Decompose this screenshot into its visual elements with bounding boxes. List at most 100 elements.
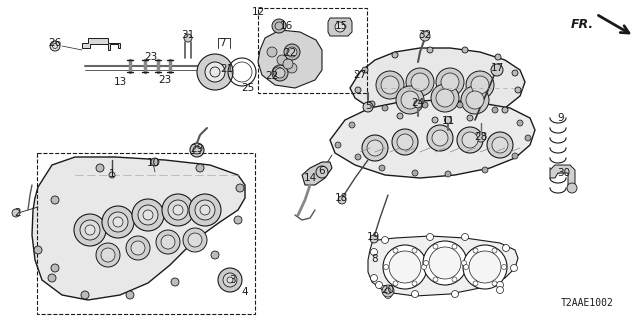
Circle shape (189, 194, 221, 226)
Text: 29: 29 (190, 144, 204, 154)
Circle shape (476, 132, 486, 142)
Circle shape (126, 236, 150, 260)
Text: 25: 25 (241, 83, 255, 93)
Circle shape (441, 73, 459, 91)
Circle shape (422, 102, 428, 108)
Circle shape (183, 228, 207, 252)
Text: 15: 15 (334, 21, 348, 31)
Circle shape (431, 84, 459, 112)
Circle shape (223, 273, 237, 287)
Text: 6: 6 (319, 166, 325, 176)
Circle shape (234, 216, 242, 224)
Circle shape (511, 265, 518, 271)
Circle shape (272, 65, 288, 81)
Circle shape (376, 71, 404, 99)
Circle shape (362, 135, 388, 161)
Bar (37, 153, 255, 314)
Polygon shape (32, 157, 245, 300)
Circle shape (461, 234, 468, 241)
Circle shape (267, 47, 277, 57)
Circle shape (497, 286, 504, 293)
Text: 30: 30 (557, 168, 571, 178)
Circle shape (422, 265, 426, 269)
Circle shape (492, 248, 497, 253)
Circle shape (383, 245, 427, 289)
Circle shape (436, 89, 454, 107)
Polygon shape (368, 236, 518, 296)
Circle shape (385, 292, 392, 299)
Text: 5: 5 (365, 101, 371, 111)
Circle shape (236, 184, 244, 192)
Circle shape (462, 47, 468, 53)
Circle shape (51, 264, 59, 272)
Circle shape (469, 251, 501, 283)
Circle shape (338, 196, 346, 204)
Circle shape (218, 268, 242, 292)
Circle shape (96, 164, 104, 172)
Text: 10: 10 (147, 158, 159, 168)
Circle shape (382, 105, 388, 111)
Circle shape (392, 52, 398, 58)
Text: T2AAE1002: T2AAE1002 (561, 298, 614, 308)
Circle shape (138, 205, 158, 225)
Circle shape (184, 34, 192, 42)
Text: 7: 7 (219, 38, 225, 48)
Circle shape (168, 200, 188, 220)
Circle shape (200, 205, 210, 215)
Circle shape (567, 183, 577, 193)
Circle shape (473, 281, 478, 286)
Circle shape (462, 132, 478, 148)
Circle shape (451, 291, 458, 298)
Circle shape (432, 130, 448, 146)
Circle shape (370, 235, 378, 243)
Circle shape (420, 31, 430, 41)
Circle shape (96, 243, 120, 267)
Circle shape (335, 22, 345, 32)
Circle shape (367, 140, 383, 156)
Circle shape (109, 172, 115, 178)
Circle shape (381, 236, 388, 244)
Circle shape (211, 251, 219, 259)
Circle shape (316, 166, 328, 178)
Text: 27: 27 (353, 70, 367, 80)
Circle shape (102, 206, 134, 238)
Polygon shape (328, 18, 352, 36)
Circle shape (74, 214, 106, 246)
Circle shape (34, 246, 42, 254)
Text: 11: 11 (442, 116, 454, 126)
Circle shape (277, 55, 287, 65)
Circle shape (512, 70, 518, 76)
Circle shape (467, 115, 473, 121)
Circle shape (80, 220, 100, 240)
Circle shape (502, 244, 509, 252)
Circle shape (466, 91, 484, 109)
Circle shape (355, 154, 361, 160)
Circle shape (525, 135, 531, 141)
Circle shape (369, 101, 375, 107)
Circle shape (362, 67, 368, 73)
Circle shape (473, 248, 478, 253)
Circle shape (196, 164, 204, 172)
Text: 24: 24 (412, 98, 424, 108)
Circle shape (273, 67, 283, 77)
Circle shape (452, 244, 457, 249)
Text: 1: 1 (109, 169, 115, 179)
Text: FR.: FR. (571, 19, 594, 31)
Circle shape (81, 291, 89, 299)
Circle shape (457, 102, 463, 108)
Circle shape (171, 278, 179, 286)
Circle shape (272, 19, 286, 33)
Polygon shape (330, 100, 535, 178)
Circle shape (397, 113, 403, 119)
Circle shape (113, 217, 123, 227)
Circle shape (412, 291, 419, 298)
Circle shape (193, 146, 201, 154)
Circle shape (50, 41, 60, 51)
Circle shape (461, 260, 467, 266)
Circle shape (161, 235, 175, 249)
Text: 4: 4 (242, 287, 248, 297)
Text: 28: 28 (474, 132, 488, 142)
Circle shape (452, 277, 457, 282)
Circle shape (396, 86, 424, 114)
Circle shape (432, 117, 438, 123)
